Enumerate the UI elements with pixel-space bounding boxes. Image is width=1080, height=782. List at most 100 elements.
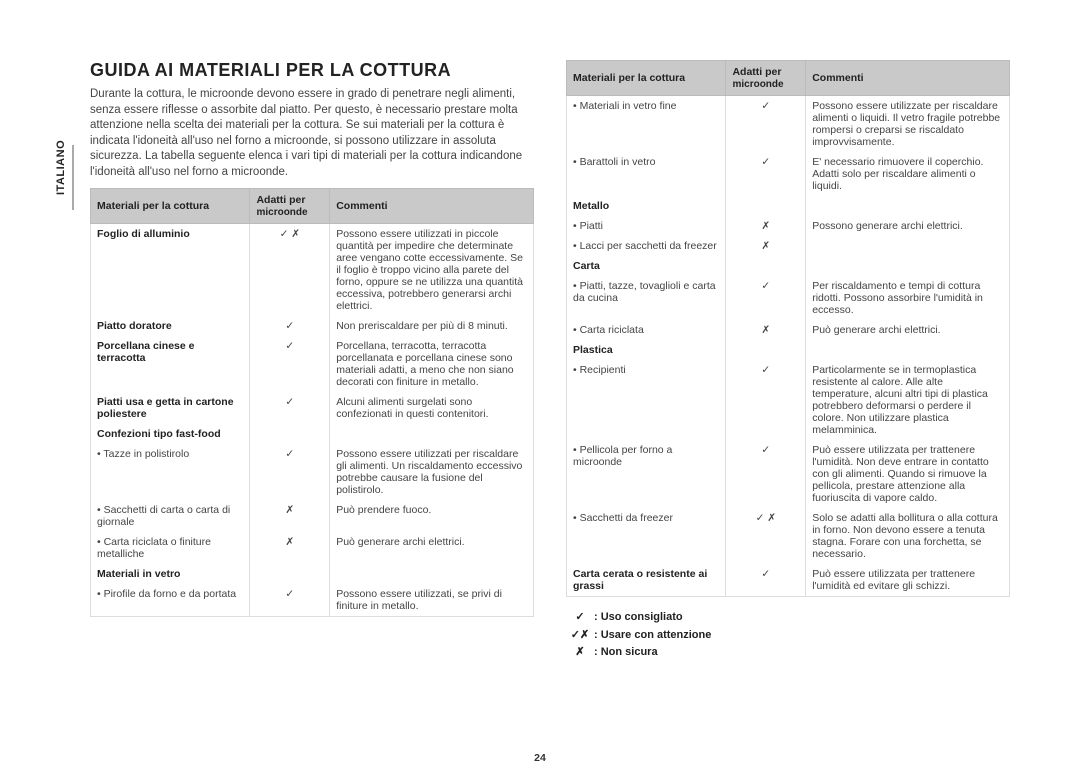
cell-material: Recipienti xyxy=(567,360,726,440)
cell-material: Piatti xyxy=(567,216,726,236)
cell-comment: Possono essere utilizzate per riscaldare… xyxy=(806,96,1010,153)
cell-material: Materiali in vetro xyxy=(91,564,250,584)
cell-comment: Porcellana, terracotta, terracotta porce… xyxy=(330,336,534,392)
table-row: Tazze in polistirolo✓Possono essere util… xyxy=(91,444,534,500)
cell-material: Confezioni tipo fast-food xyxy=(91,424,250,444)
cross-icon: ✗ xyxy=(566,644,594,662)
cell-material: Pirofile da forno e da portata xyxy=(91,584,250,617)
table-row: Foglio di alluminio✓ ✗Possono essere uti… xyxy=(91,224,534,317)
cell-suitable: ✓ xyxy=(726,564,806,597)
cell-comment: Per riscaldamento e tempi di cottura rid… xyxy=(806,276,1010,320)
cell-suitable xyxy=(726,256,806,276)
cell-material: Tazze in polistirolo xyxy=(91,444,250,500)
cell-comment: Può generare archi elettrici. xyxy=(330,532,534,564)
legend: ✓: Uso consigliato ✓✗: Usare con attenzi… xyxy=(566,609,1010,662)
cell-suitable xyxy=(250,564,330,584)
cell-comment: E' necessario rimuovere il coperchio. Ad… xyxy=(806,152,1010,196)
th-suitable-sub: microonde xyxy=(732,79,783,90)
cell-suitable: ✗ xyxy=(726,236,806,256)
cell-suitable: ✓ xyxy=(250,444,330,500)
table-row: Lacci per sacchetti da freezer✗ xyxy=(567,236,1010,256)
cell-material: Lacci per sacchetti da freezer xyxy=(567,236,726,256)
cell-material: Plastica xyxy=(567,340,726,360)
cell-material: Carta riciclata o finiture metalliche xyxy=(91,532,250,564)
cell-comment: Può essere utilizzata per trattenere l'u… xyxy=(806,440,1010,508)
cell-suitable: ✓ xyxy=(726,96,806,153)
table-row: Sacchetti da freezer✓ ✗Solo se adatti al… xyxy=(567,508,1010,564)
cell-comment xyxy=(806,196,1010,216)
cell-comment xyxy=(330,564,534,584)
th-suitable: Adatti per microonde xyxy=(726,61,806,96)
cell-comment xyxy=(806,236,1010,256)
th-suitable: Adatti per microonde xyxy=(250,189,330,224)
table-row: Carta cerata o resistente ai grassi✓Può … xyxy=(567,564,1010,597)
cell-comment: Possono essere utilizzati per riscaldare… xyxy=(330,444,534,500)
manual-page: ITALIANO GUIDA AI MATERIALI PER LA COTTU… xyxy=(0,0,1080,782)
page-number: 24 xyxy=(0,752,1080,764)
content-columns: GUIDA AI MATERIALI PER LA COTTURA Durant… xyxy=(90,60,1010,662)
th-comments: Commenti xyxy=(330,189,534,224)
table-row: Barattoli in vetro✓E' necessario rimuove… xyxy=(567,152,1010,196)
table-row: Pirofile da forno e da portata✓Possono e… xyxy=(91,584,534,617)
cell-suitable: ✓ ✗ xyxy=(250,224,330,317)
table-row: Metallo xyxy=(567,196,1010,216)
legend-no: ✗: Non sicura xyxy=(566,644,1010,662)
table-row: Carta riciclata o finiture metalliche✗Pu… xyxy=(91,532,534,564)
th-comments: Commenti xyxy=(806,61,1010,96)
left-column: GUIDA AI MATERIALI PER LA COTTURA Durant… xyxy=(90,60,534,662)
cell-comment: Può prendere fuoco. xyxy=(330,500,534,532)
table-row: Piatto doratore✓Non preriscaldare per pi… xyxy=(91,316,534,336)
cell-comment xyxy=(330,424,534,444)
cell-suitable xyxy=(250,424,330,444)
cell-material: Pellicola per forno a microonde xyxy=(567,440,726,508)
cell-suitable: ✗ xyxy=(250,532,330,564)
cell-comment: Possono essere utilizzati in piccole qua… xyxy=(330,224,534,317)
intro-text: Durante la cottura, le microonde devono … xyxy=(90,87,534,180)
table-row: Materiali in vetro fine✓Possono essere u… xyxy=(567,96,1010,153)
language-tab: ITALIANO xyxy=(55,140,67,195)
right-column: Materiali per la cottura Adatti per micr… xyxy=(566,60,1010,662)
cell-comment: Possono essere utilizzati, se privi di f… xyxy=(330,584,534,617)
side-tab-bar xyxy=(72,145,74,210)
cell-material: Foglio di alluminio xyxy=(91,224,250,317)
cell-comment: Non preriscaldare per più di 8 minuti. xyxy=(330,316,534,336)
cell-comment xyxy=(806,340,1010,360)
table-row: Piatti✗Possono generare archi elettrici. xyxy=(567,216,1010,236)
cell-material: Sacchetti da freezer xyxy=(567,508,726,564)
cell-material: Porcellana cinese e terracotta xyxy=(91,336,250,392)
legend-ok-text: : Uso consigliato xyxy=(594,611,683,623)
cell-material: Piatti usa e getta in cartone poliestere xyxy=(91,392,250,424)
cell-suitable: ✗ xyxy=(726,320,806,340)
th-material: Materiali per la cottura xyxy=(567,61,726,96)
th-material: Materiali per la cottura xyxy=(91,189,250,224)
cell-suitable: ✓ xyxy=(250,316,330,336)
cell-suitable: ✗ xyxy=(250,500,330,532)
th-suitable-sub: microonde xyxy=(256,207,307,218)
cell-material: Piatti, tazze, tovaglioli e carta da cuc… xyxy=(567,276,726,320)
cell-suitable: ✓ xyxy=(250,336,330,392)
legend-no-text: : Non sicura xyxy=(594,646,658,658)
cell-suitable: ✓ xyxy=(726,440,806,508)
cell-comment: Può essere utilizzata per trattenere l'u… xyxy=(806,564,1010,597)
table-row: Pellicola per forno a microonde✓Può esse… xyxy=(567,440,1010,508)
cell-suitable: ✓ xyxy=(726,276,806,320)
table-row: Carta riciclata✗Può generare archi elett… xyxy=(567,320,1010,340)
cell-material: Materiali in vetro fine xyxy=(567,96,726,153)
table-row: Confezioni tipo fast-food xyxy=(91,424,534,444)
cell-suitable xyxy=(726,196,806,216)
th-suitable-main: Adatti per xyxy=(732,66,781,78)
cell-comment: Alcuni alimenti surgelati sono confezion… xyxy=(330,392,534,424)
cell-material: Metallo xyxy=(567,196,726,216)
cell-suitable: ✓ xyxy=(250,392,330,424)
cell-material: Piatto doratore xyxy=(91,316,250,336)
materials-table-right: Materiali per la cottura Adatti per micr… xyxy=(566,60,1010,597)
section-title: GUIDA AI MATERIALI PER LA COTTURA xyxy=(90,60,534,81)
cell-comment: Può generare archi elettrici. xyxy=(806,320,1010,340)
check-icon: ✓ xyxy=(566,609,594,627)
cell-material: Carta cerata o resistente ai grassi xyxy=(567,564,726,597)
cell-suitable: ✗ xyxy=(726,216,806,236)
table-row: Carta xyxy=(567,256,1010,276)
legend-ok: ✓: Uso consigliato xyxy=(566,609,1010,627)
cell-material: Carta riciclata xyxy=(567,320,726,340)
cell-comment xyxy=(806,256,1010,276)
